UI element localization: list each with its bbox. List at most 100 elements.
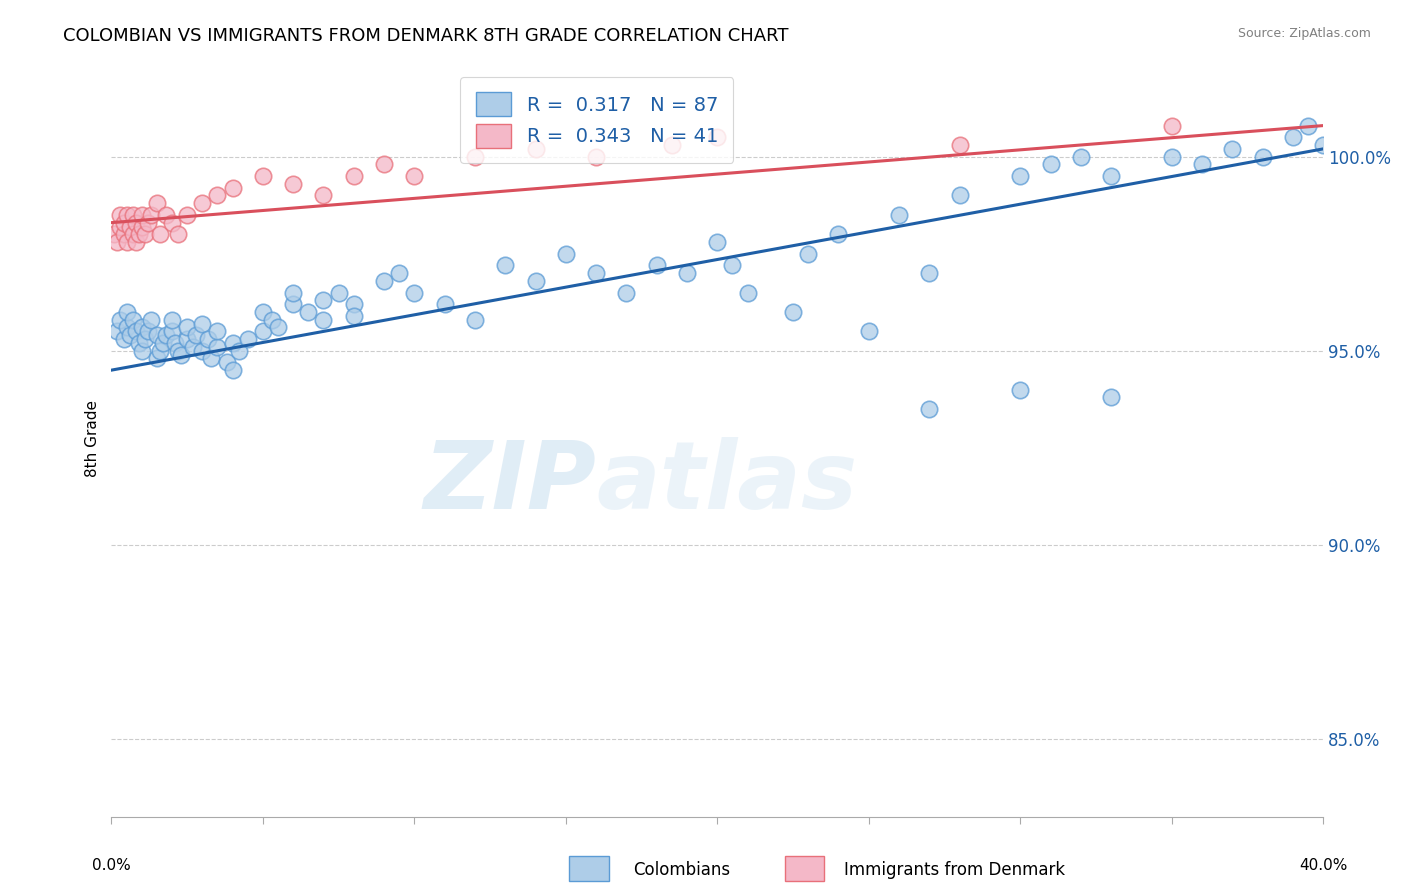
Point <box>616 285 638 300</box>
Point <box>252 324 274 338</box>
Point <box>404 285 426 300</box>
Point <box>176 320 198 334</box>
Point <box>107 324 129 338</box>
Point <box>152 335 174 350</box>
Point <box>155 208 177 222</box>
Point <box>110 312 132 326</box>
Point <box>949 138 972 153</box>
Point <box>221 335 243 350</box>
Text: 40.0%: 40.0% <box>1299 858 1347 873</box>
Point <box>645 258 668 272</box>
Point <box>136 216 159 230</box>
Point <box>207 188 229 202</box>
Point <box>1070 150 1092 164</box>
Point <box>1039 157 1062 171</box>
Point <box>167 343 190 358</box>
Point <box>160 312 183 326</box>
Point <box>887 208 910 222</box>
Point <box>918 266 941 280</box>
Point <box>112 216 135 230</box>
Text: COLOMBIAN VS IMMIGRANTS FROM DENMARK 8TH GRADE CORRELATION CHART: COLOMBIAN VS IMMIGRANTS FROM DENMARK 8TH… <box>63 27 789 45</box>
Point <box>524 142 547 156</box>
Point <box>260 312 283 326</box>
Point <box>283 177 305 191</box>
Point <box>207 340 229 354</box>
Point <box>115 320 138 334</box>
Point <box>134 227 156 242</box>
Text: ZIP: ZIP <box>423 437 596 530</box>
Point <box>433 297 456 311</box>
Point <box>343 297 366 311</box>
Point <box>328 285 350 300</box>
Point <box>228 343 250 358</box>
Point <box>343 169 366 183</box>
Point <box>170 348 193 362</box>
Point <box>128 335 150 350</box>
Point <box>221 363 243 377</box>
Point <box>494 258 516 272</box>
Point <box>782 305 804 319</box>
Point <box>118 328 141 343</box>
Point <box>131 343 153 358</box>
Point <box>112 227 135 242</box>
Point <box>191 317 214 331</box>
Point <box>103 227 125 242</box>
Point <box>149 227 172 242</box>
Point <box>112 332 135 346</box>
Point <box>388 266 411 280</box>
Point <box>706 235 728 249</box>
Point <box>200 351 222 366</box>
Point <box>128 227 150 242</box>
Text: Colombians: Colombians <box>633 861 730 879</box>
Point <box>191 196 214 211</box>
Point <box>858 324 880 338</box>
Point <box>949 188 972 202</box>
Point <box>121 312 143 326</box>
Point <box>661 138 683 153</box>
Point <box>1099 169 1122 183</box>
Point <box>1312 138 1334 153</box>
Point <box>721 258 744 272</box>
Point <box>186 328 208 343</box>
Point <box>121 208 143 222</box>
Point <box>1160 119 1182 133</box>
Text: Source: ZipAtlas.com: Source: ZipAtlas.com <box>1237 27 1371 40</box>
Point <box>1282 130 1305 145</box>
Point <box>176 208 198 222</box>
Point <box>176 332 198 346</box>
Point <box>191 343 214 358</box>
Point <box>221 180 243 194</box>
Point <box>283 297 305 311</box>
Point <box>139 208 162 222</box>
Point <box>373 157 395 171</box>
Point <box>124 324 146 338</box>
Point <box>585 150 607 164</box>
Point <box>124 216 146 230</box>
Point <box>283 285 305 300</box>
Point <box>131 208 153 222</box>
Point <box>706 130 728 145</box>
Point <box>136 324 159 338</box>
Point <box>676 266 699 280</box>
Point <box>115 235 138 249</box>
Point <box>236 332 259 346</box>
Point <box>1296 119 1319 133</box>
Point <box>160 216 183 230</box>
Point <box>312 188 335 202</box>
Point <box>1010 169 1032 183</box>
Point <box>404 169 426 183</box>
Point <box>121 227 143 242</box>
Point <box>1099 390 1122 404</box>
Point <box>146 351 169 366</box>
Point <box>343 309 366 323</box>
Point <box>1010 383 1032 397</box>
Point <box>373 274 395 288</box>
Point <box>524 274 547 288</box>
Point <box>181 340 204 354</box>
Point <box>267 320 290 334</box>
Point <box>107 235 129 249</box>
Point <box>131 320 153 334</box>
Point <box>464 312 486 326</box>
Point <box>1251 150 1274 164</box>
Point <box>312 312 335 326</box>
